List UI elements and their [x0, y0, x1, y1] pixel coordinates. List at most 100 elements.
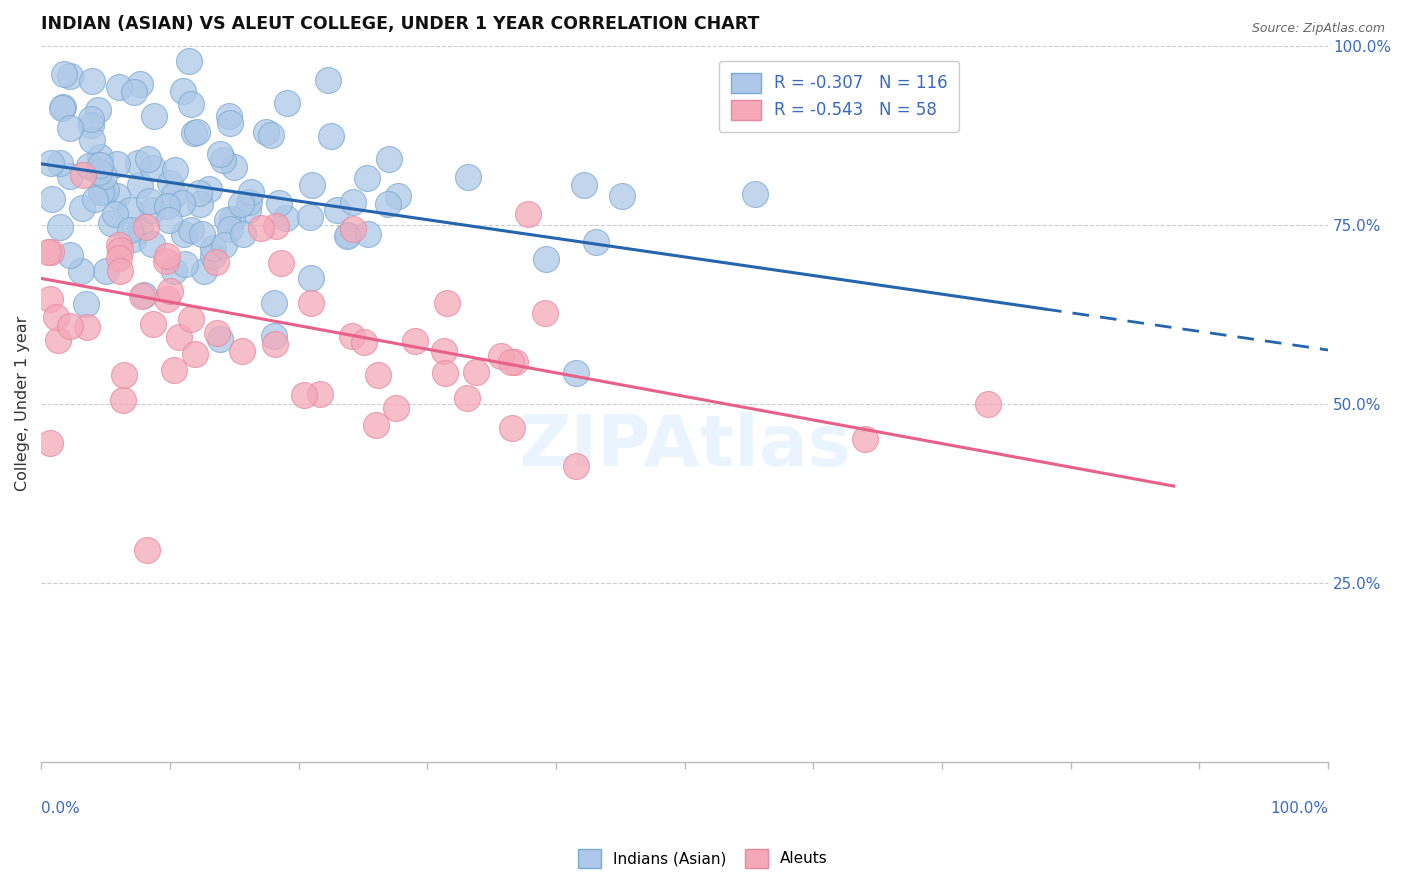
Point — [433, 343, 456, 358]
Point — [263, 296, 285, 310]
Point — [337, 227, 360, 242]
Point — [173, 257, 195, 271]
Point — [263, 337, 285, 351]
Point — [49, 219, 72, 234]
Point — [260, 128, 283, 143]
Point — [141, 237, 163, 252]
Point — [205, 254, 228, 268]
Point — [301, 295, 323, 310]
Point — [163, 162, 186, 177]
Point — [319, 128, 342, 143]
Point — [143, 109, 166, 123]
Point — [256, 125, 278, 139]
Point — [218, 109, 240, 123]
Point — [180, 312, 202, 326]
Point — [231, 344, 253, 359]
Point — [207, 326, 229, 341]
Point — [96, 263, 118, 277]
Point — [39, 156, 62, 170]
Point — [39, 435, 62, 450]
Point — [221, 211, 243, 226]
Point — [80, 73, 103, 87]
Point — [51, 101, 73, 115]
Point — [155, 254, 177, 268]
Point — [163, 264, 186, 278]
Point — [108, 80, 131, 95]
Point — [45, 310, 67, 325]
Point — [156, 292, 179, 306]
Point — [534, 306, 557, 320]
Point — [276, 96, 298, 111]
Point — [977, 397, 1000, 411]
Y-axis label: College, Under 1 year: College, Under 1 year — [15, 316, 30, 491]
Point — [184, 347, 207, 361]
Point — [219, 116, 242, 130]
Text: INDIAN (ASIAN) VS ALEUT COLLEGE, UNDER 1 YEAR CORRELATION CHART: INDIAN (ASIAN) VS ALEUT COLLEGE, UNDER 1… — [41, 15, 759, 33]
Point — [129, 221, 152, 235]
Text: 0.0%: 0.0% — [41, 801, 80, 816]
Point — [232, 227, 254, 241]
Point — [94, 183, 117, 197]
Point — [105, 157, 128, 171]
Point — [292, 388, 315, 402]
Point — [59, 319, 82, 334]
Point — [70, 201, 93, 215]
Point — [115, 25, 138, 39]
Point — [111, 393, 134, 408]
Point — [80, 133, 103, 147]
Point — [456, 391, 478, 405]
Point — [179, 54, 201, 68]
Point — [107, 238, 129, 252]
Point — [299, 211, 322, 225]
Point — [100, 216, 122, 230]
Point — [129, 77, 152, 91]
Point — [565, 458, 588, 473]
Point — [127, 156, 149, 170]
Point — [218, 222, 240, 236]
Point — [80, 112, 103, 127]
Point — [385, 401, 408, 415]
Point — [39, 292, 62, 306]
Point — [112, 368, 135, 383]
Point — [585, 235, 607, 250]
Point — [53, 67, 76, 81]
Point — [534, 252, 557, 266]
Point — [565, 367, 588, 381]
Point — [129, 178, 152, 192]
Point — [387, 189, 409, 203]
Point — [208, 147, 231, 161]
Point — [75, 296, 97, 310]
Point — [212, 238, 235, 252]
Point — [156, 249, 179, 263]
Point — [342, 221, 364, 235]
Point — [190, 227, 212, 241]
Point — [79, 119, 101, 133]
Point — [87, 165, 110, 179]
Point — [173, 227, 195, 242]
Point — [209, 332, 232, 346]
Point — [188, 197, 211, 211]
Point — [118, 223, 141, 237]
Text: Source: ZipAtlas.com: Source: ZipAtlas.com — [1251, 22, 1385, 36]
Point — [136, 152, 159, 166]
Point — [159, 284, 181, 298]
Point — [59, 248, 82, 262]
Text: 100.0%: 100.0% — [1270, 801, 1329, 816]
Point — [229, 197, 252, 211]
Point — [197, 182, 219, 196]
Point — [489, 349, 512, 363]
Point — [457, 170, 479, 185]
Point — [108, 263, 131, 277]
Point — [353, 334, 375, 349]
Legend: Indians (Asian), Aleuts: Indians (Asian), Aleuts — [572, 843, 834, 873]
Point — [108, 243, 131, 257]
Point — [326, 202, 349, 217]
Point — [59, 169, 82, 183]
Point — [131, 289, 153, 303]
Point — [357, 227, 380, 242]
Point — [138, 194, 160, 208]
Point — [84, 192, 107, 206]
Point — [162, 363, 184, 377]
Point — [186, 125, 208, 139]
Point — [499, 355, 522, 369]
